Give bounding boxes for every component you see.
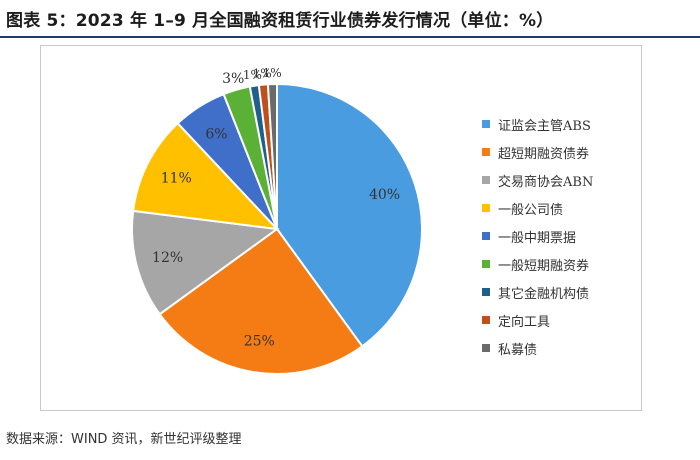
legend-item-6: 其它金融机构债 xyxy=(482,278,593,306)
legend-label-6: 其它金融机构债 xyxy=(498,286,590,302)
legend-item-2: 交易商协会ABN xyxy=(482,166,593,194)
legend-swatch-4 xyxy=(482,232,490,240)
legend-label-1: 超短期融资债券 xyxy=(498,146,590,162)
legend-swatch-8 xyxy=(482,344,490,352)
title-underline xyxy=(0,36,700,38)
legend-label-8: 私募债 xyxy=(498,342,538,358)
legend-item-1: 超短期融资债券 xyxy=(482,138,593,166)
legend-swatch-3 xyxy=(482,204,490,212)
legend-label-3: 一般公司债 xyxy=(498,202,564,218)
pie-slice-8 xyxy=(266,82,278,230)
pie-slice-0 xyxy=(276,82,423,348)
pie-label-7: 1% xyxy=(253,67,272,81)
legend-swatch-0 xyxy=(482,120,490,128)
legend-item-7: 定向工具 xyxy=(482,306,593,334)
pie-label-8: 1% xyxy=(263,66,282,80)
data-source-note: 数据来源：WIND 资讯，新世纪评级整理 xyxy=(6,432,242,447)
legend-swatch-6 xyxy=(482,288,490,296)
pie-slice-3 xyxy=(132,121,280,231)
pie-slices xyxy=(131,82,423,375)
pie-label-6: 1% xyxy=(243,68,262,82)
legend-label-0: 证监会主管ABS xyxy=(498,118,591,134)
legend-label-4: 一般中期票据 xyxy=(498,230,577,246)
pie-label-1: 25% xyxy=(244,334,275,350)
pie-label-5: 3% xyxy=(222,71,244,87)
chart-legend: 证监会主管ABS 超短期融资债券 交易商协会ABN 一般公司债一般中期票据 一般短期融资… xyxy=(482,110,593,362)
pie-labels: 40%25%12%11%6%3%1%1%1% xyxy=(152,66,400,350)
pie-label-4: 6% xyxy=(205,127,227,143)
pie-slice-1 xyxy=(158,227,364,375)
legend-swatch-7 xyxy=(482,316,490,324)
legend-swatch-1 xyxy=(482,148,490,156)
figure-title: 图表 5：2023 年 1–9 月全国融资租赁行业债券发行情况（单位：%） xyxy=(6,11,554,31)
legend-item-0: 证监会主管ABS xyxy=(482,110,593,138)
legend-item-4: 一般中期票据 xyxy=(482,222,593,250)
chart-frame xyxy=(40,45,642,411)
legend-label-2: 交易商协会ABN xyxy=(498,174,594,190)
legend-swatch-2 xyxy=(482,176,490,184)
pie-label-3: 11% xyxy=(161,171,192,187)
pie-slice-2 xyxy=(131,209,280,316)
legend-swatch-5 xyxy=(482,260,490,268)
pie-label-2: 12% xyxy=(152,250,183,266)
pie-label-0: 40% xyxy=(369,187,400,203)
legend-label-5: 一般短期融资券 xyxy=(498,258,590,274)
legend-item-5: 一般短期融资券 xyxy=(482,250,593,278)
legend-label-7: 定向工具 xyxy=(498,314,551,330)
legend-item-8: 私募债 xyxy=(482,334,593,362)
legend-item-3: 一般公司债 xyxy=(482,194,593,222)
